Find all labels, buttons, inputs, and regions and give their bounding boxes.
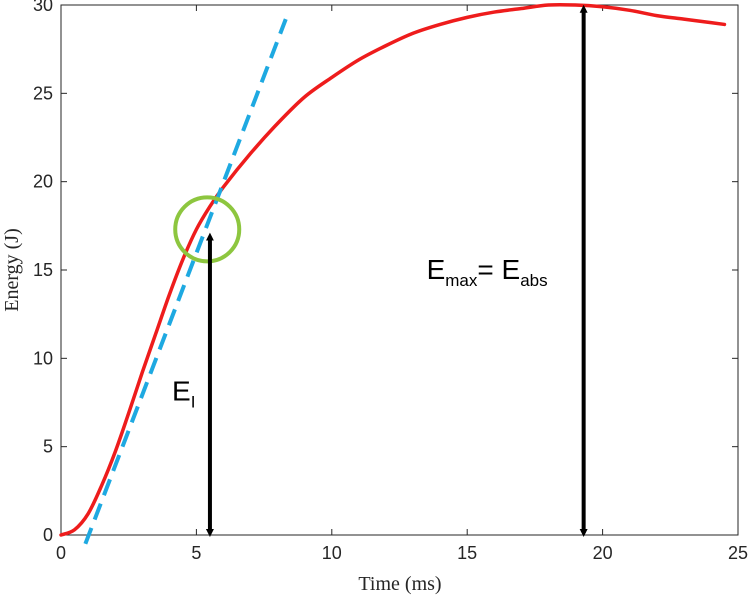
- plot-frame: [60, 4, 739, 536]
- series-layer: [59, 2, 727, 545]
- el-label: EI: [172, 376, 195, 412]
- y-tick-label: 20: [33, 172, 53, 192]
- x-tick-label: 15: [457, 543, 477, 563]
- x-tick-label: 5: [191, 543, 201, 563]
- energy-curve-line: [59, 2, 727, 537]
- x-tick-label: 10: [322, 543, 342, 563]
- y-tick-label: 30: [33, 0, 53, 15]
- x-tick-label: 20: [593, 543, 613, 563]
- tangent-dashed-line: [83, 18, 288, 545]
- x-axis: 0 5 10 15 20 25: [56, 5, 748, 563]
- y-axis: 0 5 10 15 20 25 30: [33, 0, 738, 545]
- x-axis-title: Time (ms): [358, 573, 441, 595]
- y-tick-label: 5: [43, 437, 53, 457]
- annotations-layer: EI Emax= Eabs: [172, 4, 588, 537]
- emax-label: Emax= Eabs: [427, 254, 548, 290]
- x-tick-label: 25: [728, 543, 748, 563]
- y-axis-title: Energy (J): [1, 228, 23, 312]
- y-tick-label: 15: [33, 260, 53, 280]
- highlight-circle: [173, 195, 242, 264]
- y-tick-label: 10: [33, 348, 53, 368]
- x-tick-label: 0: [56, 543, 66, 563]
- y-tick-label: 0: [43, 525, 53, 545]
- y-tick-label: 25: [33, 83, 53, 103]
